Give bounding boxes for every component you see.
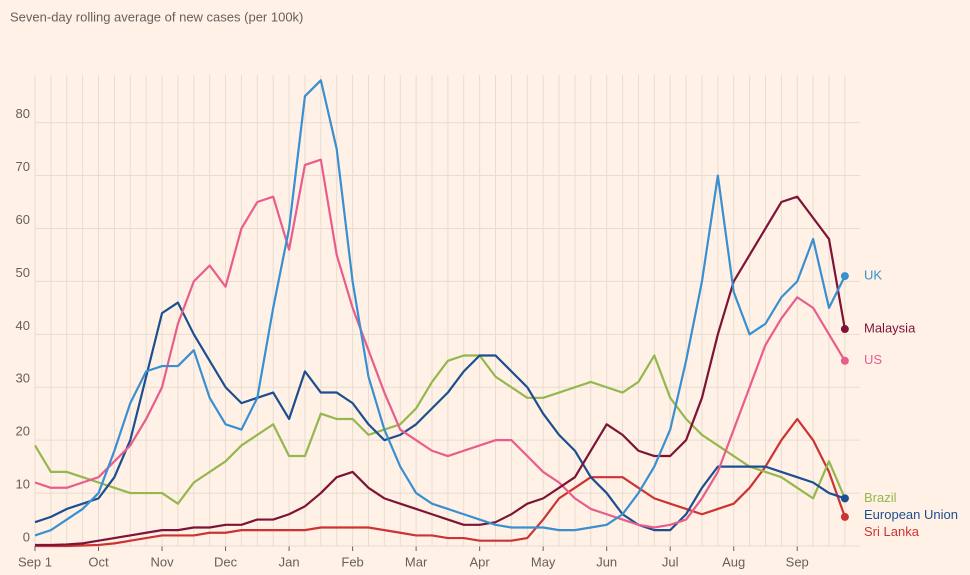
x-tick-label: Sep 1	[18, 554, 52, 569]
x-tick-label: May	[531, 554, 556, 569]
x-tick-label: Oct	[88, 554, 109, 569]
x-tick-label: Dec	[214, 554, 238, 569]
x-tick-label: Aug	[722, 554, 745, 569]
x-tick-label: Jul	[662, 554, 679, 569]
x-tick-label: Jun	[596, 554, 617, 569]
legend-label: European Union	[864, 507, 958, 522]
legend-label: Sri Lanka	[864, 524, 920, 539]
chart-title: Seven-day rolling average of new cases (…	[10, 9, 303, 24]
x-tick-label: Sep	[786, 554, 809, 569]
line	[34, 354, 846, 505]
y-tick-label: 50	[16, 265, 30, 280]
legend-label: Malaysia	[864, 320, 916, 335]
line	[35, 417, 846, 548]
line	[34, 158, 846, 529]
y-tick-label: 30	[16, 371, 30, 386]
x-tick-label: Jan	[279, 554, 300, 569]
x-tick-label: Mar	[405, 554, 428, 569]
y-tick-label: 70	[16, 159, 30, 174]
x-tick-label: Apr	[470, 554, 491, 569]
line	[35, 195, 846, 547]
legend-label: UK	[864, 268, 882, 283]
legend-label: Brazil	[864, 490, 897, 505]
end-dot	[840, 272, 849, 281]
y-tick-label: 40	[16, 318, 30, 333]
end-dot	[840, 356, 849, 365]
y-tick-label: 60	[16, 212, 30, 227]
line	[34, 79, 846, 537]
y-tick-label: 10	[16, 477, 30, 492]
end-dot	[840, 494, 849, 503]
legend-label: US	[864, 352, 882, 367]
y-tick-label: 0	[23, 529, 30, 544]
x-tick-label: Nov	[150, 554, 174, 569]
y-tick-label: 20	[16, 424, 30, 439]
line	[34, 301, 846, 532]
end-dot	[840, 512, 849, 521]
y-tick-label: 80	[16, 106, 30, 121]
end-dot	[840, 325, 849, 334]
x-tick-label: Feb	[341, 554, 363, 569]
